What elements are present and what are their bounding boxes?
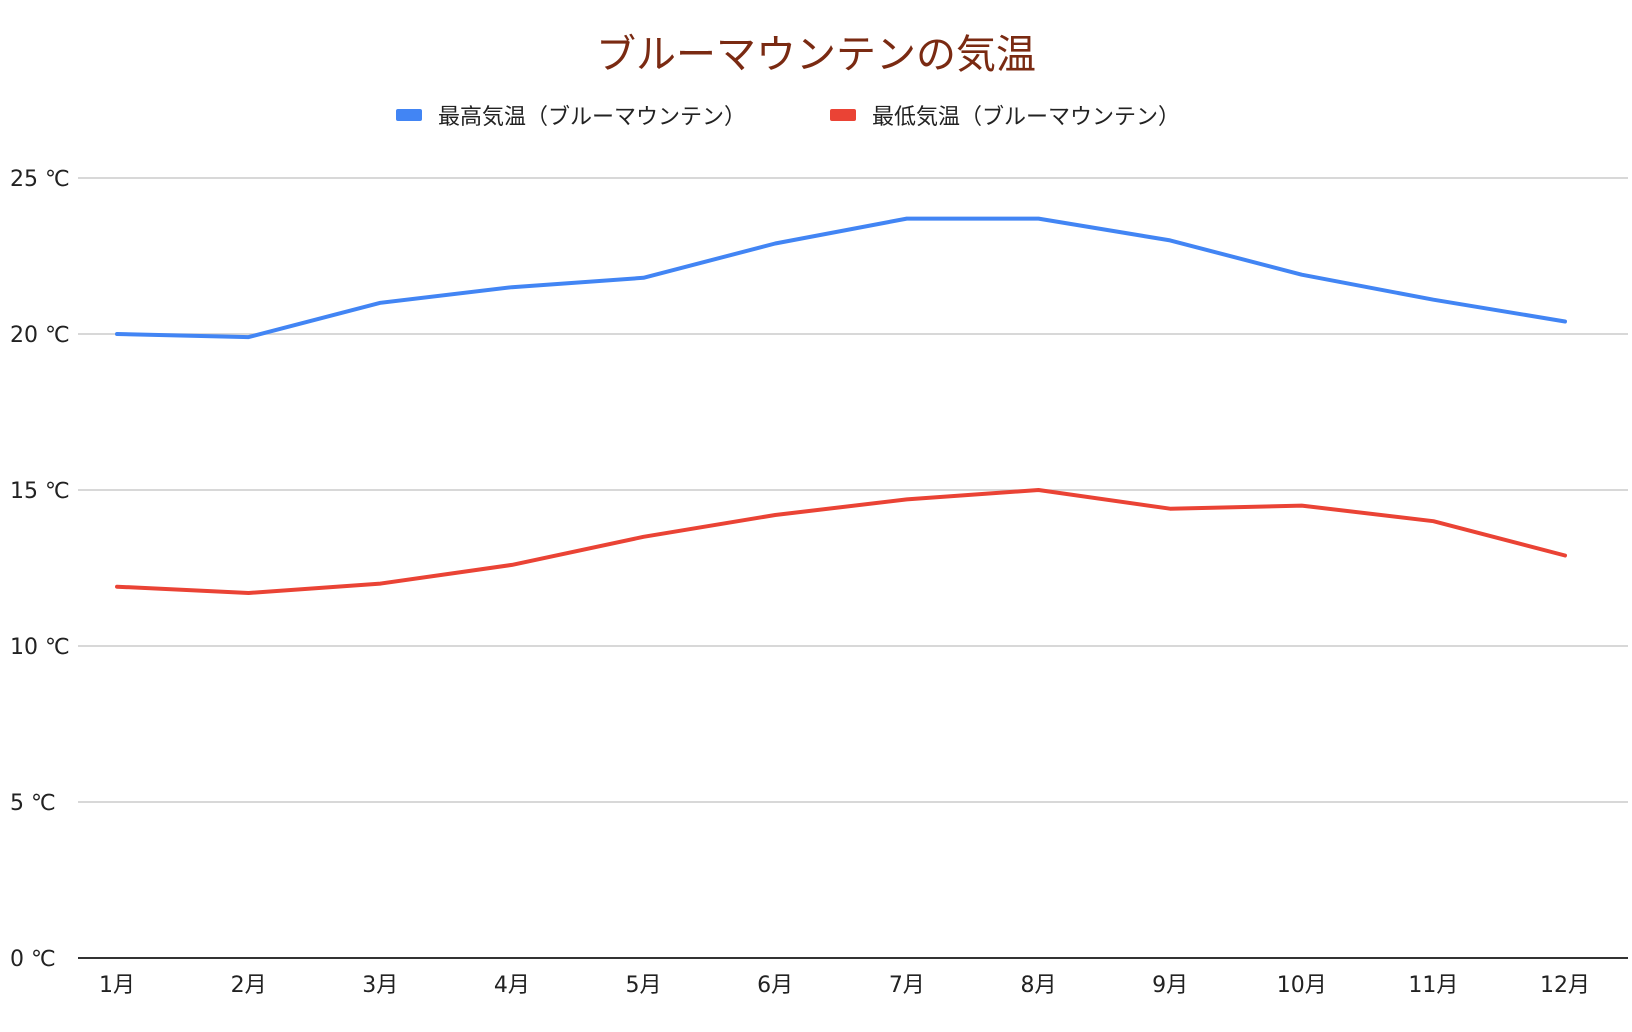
x-tick-label: 1月 [99,973,135,998]
y-tick-label: 25 ℃ [10,167,70,192]
chart-title: ブルーマウンテンの気温 [596,32,1036,78]
x-tick-label: 3月 [362,973,398,998]
legend-swatch [396,109,422,121]
x-tick-label: 7月 [889,973,925,998]
y-tick-label: 20 ℃ [10,323,70,348]
x-tick-label: 12月 [1540,973,1590,998]
x-tick-label: 10月 [1277,973,1327,998]
x-tick-label: 2月 [231,973,267,998]
series-line-max [115,216,1567,340]
y-tick-label: 10 ℃ [10,635,70,660]
legend-label: 最高気温（ブルーマウンテン） [438,105,746,130]
x-tick-label: 11月 [1408,973,1458,998]
series-line-min [115,488,1567,595]
legend-label: 最低気温（ブルーマウンテン） [872,105,1180,130]
y-tick-label: 15 ℃ [10,479,70,504]
x-tick-label: 6月 [757,973,793,998]
legend-swatch [830,109,856,121]
y-tick-label: 5 ℃ [10,791,56,816]
x-tick-label: 4月 [494,973,530,998]
x-tick-label: 8月 [1020,973,1056,998]
y-tick-label: 0 ℃ [10,947,56,972]
x-tick-label: 5月 [626,973,662,998]
x-tick-label: 9月 [1152,973,1188,998]
